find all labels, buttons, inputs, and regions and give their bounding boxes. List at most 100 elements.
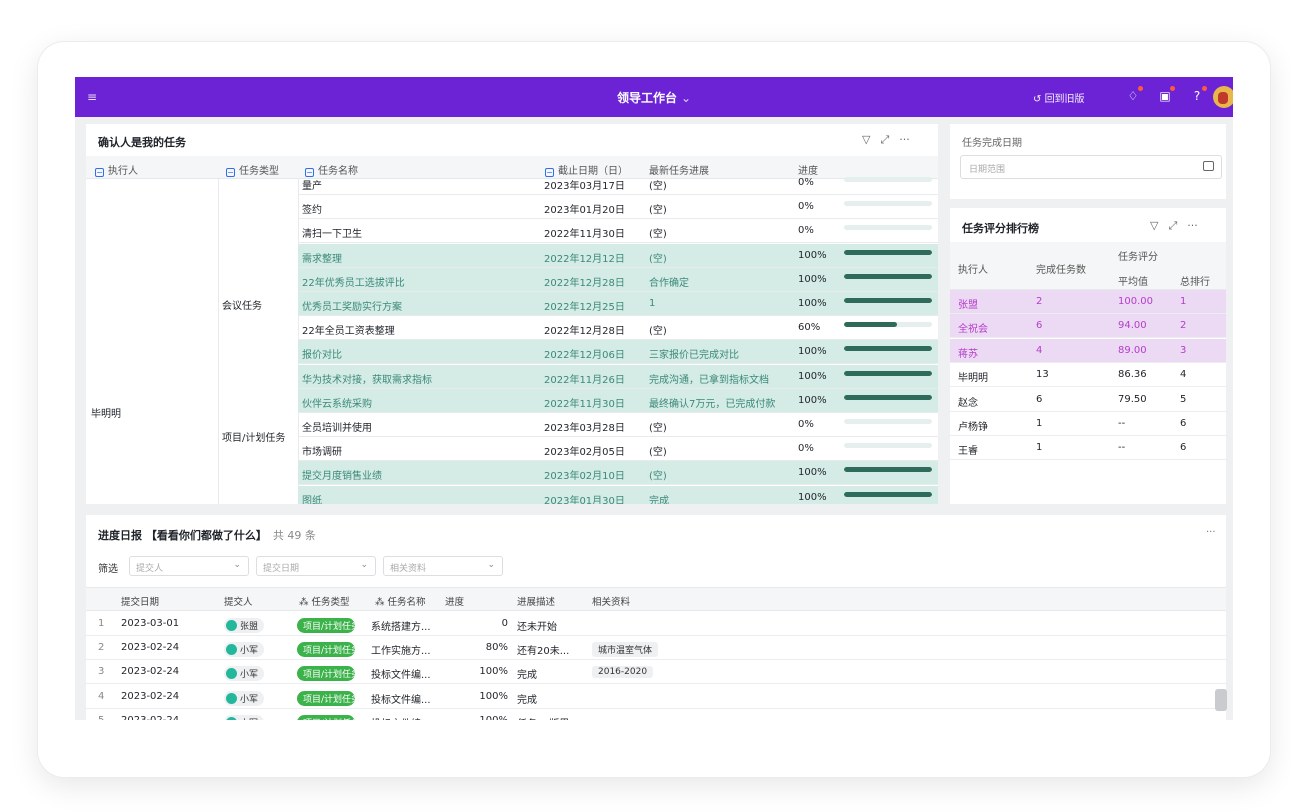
rank-position: 2: [1180, 320, 1187, 332]
top-bar: ≡ 领导工作台 ⌄ ↺ 回到旧版 ♢ ▣ ?: [75, 77, 1233, 117]
col-type[interactable]: − 任务类型: [226, 162, 279, 177]
collapse-icon[interactable]: −: [95, 168, 104, 177]
ranking-header: [950, 242, 1226, 290]
col-submit-date[interactable]: 提交日期: [121, 597, 160, 608]
side-panel-handle[interactable]: [1215, 689, 1227, 711]
task-percent: 100%: [798, 370, 827, 382]
material-tag[interactable]: 2016-2020: [592, 666, 654, 679]
task-percent: 100%: [798, 394, 827, 406]
old-version-link[interactable]: ↺ 回到旧版: [1033, 94, 1085, 105]
collapse-icon[interactable]: −: [545, 168, 554, 177]
table-row[interactable]: 清扫一下卫生 2022年11月30日 (空) 0%: [298, 219, 938, 244]
more-icon[interactable]: ···: [1187, 219, 1198, 232]
task-type-cell: 项目/计划任务: [297, 690, 355, 709]
user-tag[interactable]: 小军: [224, 690, 265, 706]
col-name[interactable]: − 任务名称: [305, 162, 358, 177]
task-name: 报价对比: [302, 350, 342, 362]
filter-icon[interactable]: ▽: [862, 133, 871, 146]
table-row[interactable]: 2 2023-02-24 小军 项目/计划任务 工作实施方... 80% 还有20未... 城…: [86, 636, 1226, 661]
date-filter[interactable]: 提交日期 ⌄: [256, 556, 376, 576]
task-latest-progress: (空): [649, 229, 667, 241]
more-icon[interactable]: ···: [899, 133, 910, 146]
tasks-table-header: − 执行人 − 任务类型 − 任务名称 − 截止日期（日） 最新任务进展 进度: [86, 156, 938, 179]
user-tag[interactable]: 小军: [224, 666, 265, 682]
table-row[interactable]: 市场调研 2023年02月05日 (空) 0%: [298, 437, 938, 462]
table-row[interactable]: 图纸 2023年01月30日 完成 100%: [298, 485, 938, 504]
table-row[interactable]: 4 2023-02-24 小军 项目/计划任务 投标文件编... 100% 完成: [86, 685, 1226, 709]
table-row[interactable]: 22年全员工资表整理 2022年12月28日 (空) 60%: [298, 316, 938, 341]
task-percent: 0%: [798, 419, 814, 430]
col-submitter[interactable]: 提交人: [224, 597, 253, 608]
table-row[interactable]: 报价对比 2022年12月06日 三家报价已完成对比 100%: [298, 340, 938, 365]
task-name: 工作实施方...: [371, 646, 431, 658]
menu-icon[interactable]: ≡: [87, 90, 98, 104]
user-tag[interactable]: 小军: [224, 642, 265, 658]
table-row[interactable]: 提交月度销售业绩 2023年02月10日 (空) 100%: [298, 461, 938, 486]
calendar-icon[interactable]: [1203, 161, 1214, 171]
col-executor-label: 执行人: [108, 166, 138, 177]
table-row[interactable]: 5 2023-02-24 小军 项目/计划任务 投标文件编... 100% 任务aa版里: [86, 709, 1226, 720]
chevron-down-icon: ⌄: [680, 91, 692, 105]
table-row[interactable]: 优秀员工奖励实行方案 2022年12月25日 1 100%: [298, 292, 938, 316]
date-filter-card: 任务完成日期 日期范围: [950, 124, 1226, 199]
bell-icon[interactable]: ♢: [1125, 86, 1143, 104]
collapse-icon[interactable]: −: [305, 168, 314, 177]
col-task-name[interactable]: ⁂ 任务名称: [375, 594, 426, 608]
daily-table-header: 提交日期 提交人 ⁂ 任务类型 ⁂ 任务名称 进度 进展描述 相关资料: [86, 587, 1226, 611]
material-tag[interactable]: 城市温室气体: [592, 642, 659, 658]
group-meeting: 会议任务: [222, 301, 262, 312]
col-material[interactable]: 相关资料: [592, 597, 631, 608]
table-row[interactable]: 伙伴云系统采购 2022年11月30日 最终确认7万元，已完成付款 100%: [298, 388, 938, 413]
task-latest-progress: (空): [649, 447, 667, 459]
material-filter[interactable]: 相关资料 ⌄: [383, 556, 503, 576]
task-latest-progress: 完成沟通，已拿到指标文档: [649, 374, 769, 386]
col-task-type[interactable]: ⁂ 任务类型: [299, 594, 350, 608]
rank-name: 蒋苏: [958, 348, 978, 360]
filter-icon[interactable]: ▽: [1150, 219, 1159, 232]
col-progress[interactable]: 进度: [445, 597, 465, 608]
table-row[interactable]: 签约 2023年01月20日 (空) 0%: [298, 195, 938, 220]
progress-desc: 还未开始: [517, 622, 557, 633]
table-row[interactable]: 华为技术对接，获取需求指标 2022年11月26日 完成沟通，已拿到指标文档 100%: [298, 364, 938, 389]
col-desc[interactable]: 进展描述: [517, 597, 556, 608]
submit-date: 2023-03-01: [121, 618, 180, 629]
date-range-input[interactable]: 日期范围: [960, 155, 1222, 179]
rank-position: 6: [1180, 442, 1187, 454]
table-row[interactable]: 1 2023-03-01 张盟 项目/计划任务 系统搭建方... 0 还未开始: [86, 612, 1226, 636]
submitter-filter[interactable]: 提交人 ⌄: [129, 556, 249, 576]
col-date[interactable]: − 截止日期（日）: [545, 162, 628, 177]
task-latest-progress: (空): [649, 181, 667, 192]
rank-col-executor: 执行人: [958, 265, 988, 276]
inbox-icon[interactable]: ▣: [1157, 86, 1175, 104]
task-due-date: 2023年01月30日: [544, 495, 625, 504]
expand-icon[interactable]: ⤢: [880, 133, 890, 146]
task-type-tag: 项目/计划任务: [297, 642, 355, 658]
task-latest-progress: 最终确认7万元，已完成付款: [649, 398, 776, 410]
table-row[interactable]: 量产 2023年03月17日 (空) 0%: [298, 171, 938, 195]
user-tag[interactable]: 张盟: [224, 618, 265, 633]
task-percent: 100%: [798, 346, 827, 358]
expand-icon[interactable]: ⤢: [1168, 219, 1178, 232]
table-row[interactable]: 全员培训并使用 2023年03月28日 (空) 0%: [298, 413, 938, 437]
task-name: 市场调研: [302, 447, 342, 459]
user-tag[interactable]: 小军: [224, 714, 265, 720]
col-progress[interactable]: 最新任务进展: [649, 166, 709, 177]
progress-value: 0: [501, 618, 508, 629]
more-icon[interactable]: ···: [1206, 527, 1216, 538]
ranking-toolbar: ▽ ⤢ ···: [1140, 219, 1198, 233]
progress-desc: 完成: [517, 694, 537, 706]
col-percent[interactable]: 进度: [798, 166, 818, 177]
progress-fill: [844, 273, 932, 279]
help-icon[interactable]: ?: [1189, 86, 1207, 104]
submit-date: 2023-02-24: [121, 642, 180, 654]
table-row[interactable]: 22年优秀员工选拔评比 2022年12月28日 合作确定 100%: [298, 267, 938, 292]
table-row[interactable]: 需求整理 2022年12月12日 (空) 100%: [298, 243, 938, 268]
avatar[interactable]: [1213, 86, 1233, 108]
rank-avg: --: [1118, 442, 1126, 454]
table-row[interactable]: 3 2023-02-24 小军 项目/计划任务 投标文件编... 100% 完成 2016-2…: [86, 660, 1226, 685]
col-executor[interactable]: − 执行人: [95, 162, 138, 177]
task-name: 全员培训并使用: [302, 423, 372, 434]
progress-bar: [844, 177, 932, 182]
task-percent: 0%: [798, 177, 814, 188]
collapse-icon[interactable]: −: [226, 168, 235, 177]
